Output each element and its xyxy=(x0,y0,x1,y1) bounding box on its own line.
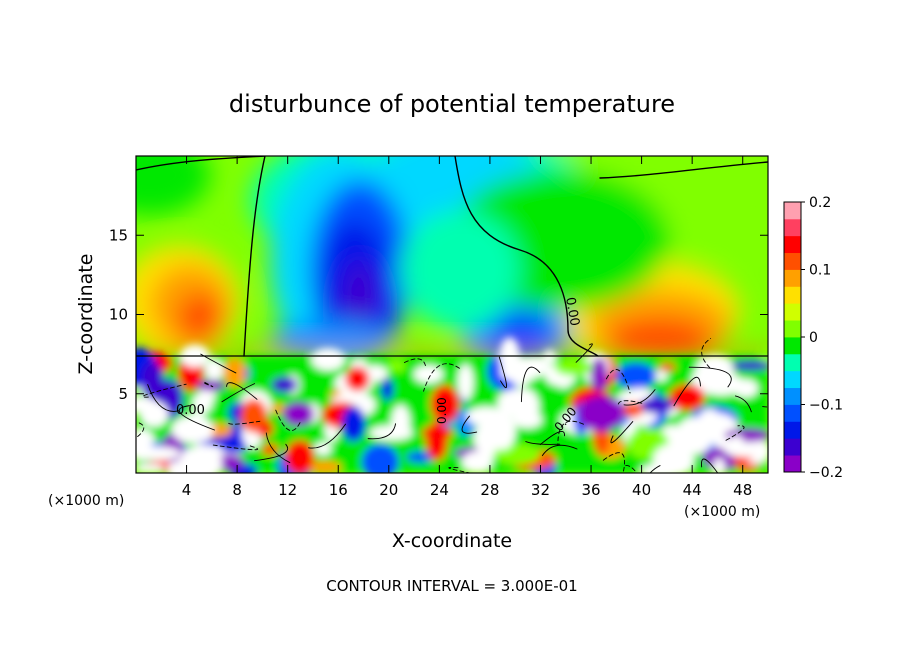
colorbar-tick-label: 0.2 xyxy=(809,195,831,211)
contour-interval-footer: CONTOUR INTERVAL = 3.000E-01 xyxy=(326,577,577,595)
x-tick-label: 12 xyxy=(278,481,297,499)
colorbar-swatch xyxy=(784,235,801,254)
contour-lines xyxy=(136,156,768,473)
colorbar-swatch xyxy=(784,353,801,372)
colorbar-tick-label: 0.1 xyxy=(809,263,831,279)
y-tick-label: 15 xyxy=(109,226,128,244)
chart-title: disturbunce of potential temperature xyxy=(229,90,675,118)
colorbar-swatch xyxy=(784,370,801,389)
colorbar-tick-label: −0.1 xyxy=(809,398,843,414)
x-tick-label: 36 xyxy=(581,481,600,499)
x-tick-label: 24 xyxy=(430,481,449,499)
x-axis-label: X-coordinate xyxy=(392,530,512,552)
colorbar-swatch xyxy=(784,202,801,220)
colorbar-swatch xyxy=(784,337,801,355)
contour-label: 0.00 xyxy=(176,403,205,418)
x-tick-label: 4 xyxy=(182,481,192,499)
x-tick-label: 32 xyxy=(531,481,550,499)
x-axis: 4 8 12 16 20 24 28 32 36 40 44 48 xyxy=(182,156,752,499)
x-tick-label: 40 xyxy=(632,481,651,499)
y-axis-label: Z-coordinate xyxy=(75,254,97,375)
contour-label: 0.00 xyxy=(435,397,449,424)
x-tick-label: 44 xyxy=(683,481,702,499)
x-unit-label-right: (×1000 m) xyxy=(684,504,760,520)
x-tick-label: 28 xyxy=(480,481,499,499)
colorbar-swatch xyxy=(784,286,801,304)
colorbar-swatch xyxy=(784,269,801,287)
contour-label: 0.00 xyxy=(562,296,582,327)
x-tick-label: 8 xyxy=(232,481,242,499)
colorbar-swatch xyxy=(784,303,801,321)
colorbar: 0.2 0.1 0 −0.1 −0.2 xyxy=(783,195,843,481)
colorbar-tick-label: −0.2 xyxy=(809,465,843,481)
y-tick-label: 5 xyxy=(118,385,128,403)
field-heatmap xyxy=(136,156,768,473)
colorbar-swatch xyxy=(784,455,801,473)
colorbar-swatch xyxy=(784,387,801,405)
x-unit-label-left: (×1000 m) xyxy=(48,493,124,509)
x-tick-label: 16 xyxy=(329,481,348,499)
x-tick-label: 20 xyxy=(379,481,398,499)
colorbar-swatch xyxy=(784,252,801,270)
colorbar-tick-label: 0 xyxy=(809,330,818,346)
y-tick-label: 10 xyxy=(109,306,128,324)
colorbar-swatch xyxy=(784,218,801,237)
colorbar-swatch xyxy=(784,421,801,439)
y-axis: 5 10 15 xyxy=(109,226,768,403)
colorbar-swatch xyxy=(784,320,801,338)
x-tick-label: 48 xyxy=(733,481,752,499)
colorbar-swatch xyxy=(784,404,801,422)
colorbar-swatch xyxy=(784,438,801,456)
